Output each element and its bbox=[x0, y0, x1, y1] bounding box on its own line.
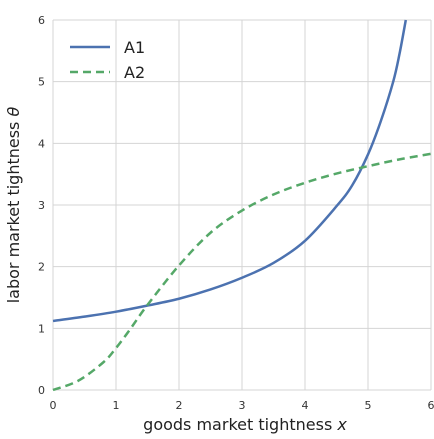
x-axis-label-variable: x bbox=[336, 415, 347, 434]
y-tick-label: 0 bbox=[38, 384, 45, 397]
x-axis-label: goods market tightness x bbox=[143, 415, 347, 434]
x-tick-label: 0 bbox=[50, 399, 57, 412]
x-tick-label: 3 bbox=[239, 399, 246, 412]
y-tick-label: 6 bbox=[38, 14, 45, 27]
y-tick-label: 2 bbox=[38, 261, 45, 274]
y-axis-label-variable: θ bbox=[4, 107, 23, 117]
y-tick-label: 5 bbox=[38, 76, 45, 89]
y-tick-label: 4 bbox=[38, 137, 45, 150]
x-tick-label: 6 bbox=[428, 399, 434, 412]
x-tick-label: 4 bbox=[302, 399, 309, 412]
y-axis-label-text: labor market tightness bbox=[4, 117, 23, 304]
y-axis-label: labor market tightness θ bbox=[4, 107, 23, 304]
y-tick-label: 1 bbox=[38, 322, 45, 335]
y-tick-label: 3 bbox=[38, 199, 45, 212]
x-tick-label: 1 bbox=[113, 399, 120, 412]
x-tick-label: 5 bbox=[365, 399, 372, 412]
legend-label-a2: A2 bbox=[124, 63, 145, 82]
x-tick-label: 2 bbox=[176, 399, 183, 412]
x-axis-label-text: goods market tightness bbox=[143, 415, 337, 434]
legend-label-a1: A1 bbox=[124, 38, 145, 57]
